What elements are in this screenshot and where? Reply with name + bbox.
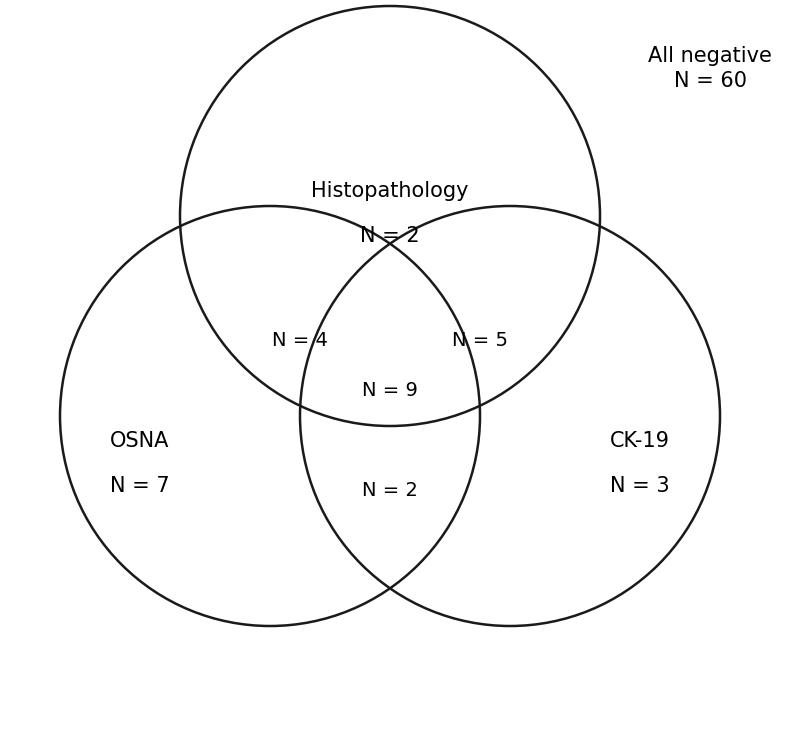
Text: N = 2: N = 2 [360, 226, 420, 246]
Text: N = 5: N = 5 [452, 331, 508, 351]
Text: N = 3: N = 3 [610, 476, 670, 496]
Text: N = 7: N = 7 [110, 476, 170, 496]
Text: OSNA: OSNA [110, 431, 170, 451]
Text: N = 4: N = 4 [272, 331, 328, 351]
Text: Histopathology: Histopathology [311, 181, 469, 201]
Text: All negative: All negative [648, 46, 772, 66]
Text: N = 9: N = 9 [362, 381, 418, 401]
Text: CK-19: CK-19 [610, 431, 670, 451]
Text: N = 2: N = 2 [362, 481, 418, 501]
Text: N = 60: N = 60 [674, 71, 746, 91]
